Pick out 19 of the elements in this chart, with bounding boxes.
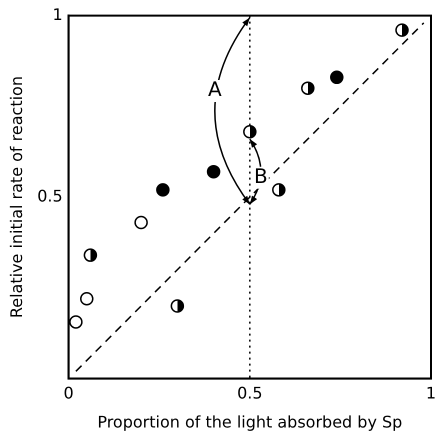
annotation: B (254, 164, 268, 188)
annotation: A (208, 77, 222, 102)
point (84, 248, 98, 262)
y-axis-title: Relative initial rate of reaction (6, 76, 26, 318)
point (156, 183, 170, 197)
point (330, 70, 344, 84)
point (272, 183, 286, 197)
point (80, 292, 94, 306)
x-tick-label: 1 (426, 383, 436, 402)
point (69, 315, 83, 329)
point (301, 81, 315, 95)
point (134, 216, 148, 230)
point (170, 299, 184, 313)
x-axis-title: Proportion of the light absorbed by Sp (97, 412, 402, 432)
x-tick-label: 0 (64, 383, 74, 402)
point (243, 125, 257, 139)
x-tick-label: 0.5 (237, 383, 263, 402)
point (395, 23, 409, 37)
point (206, 164, 220, 178)
